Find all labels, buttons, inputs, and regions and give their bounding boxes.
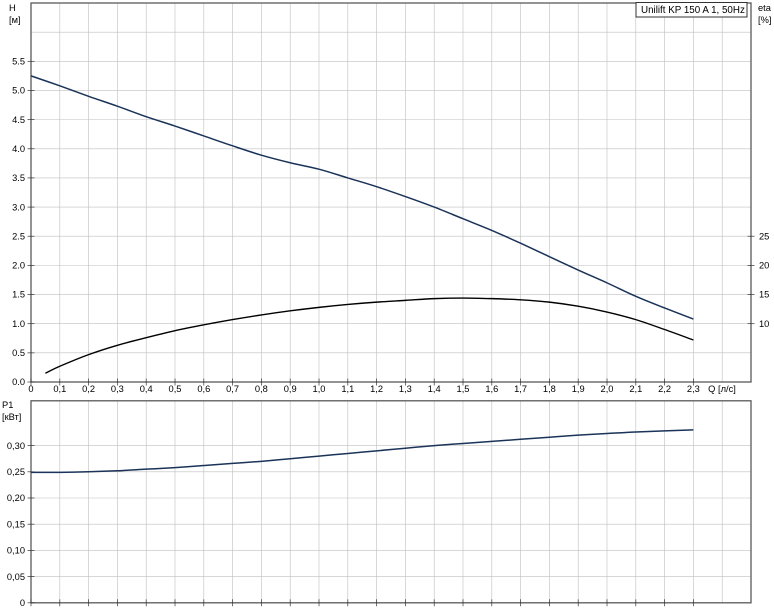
svg-text:10: 10 [759,319,769,329]
svg-text:1,4: 1,4 [428,384,441,394]
svg-text:0,7: 0,7 [226,384,239,394]
svg-text:1,6: 1,6 [485,384,498,394]
svg-text:20: 20 [759,261,769,271]
svg-text:1,1: 1,1 [341,384,354,394]
svg-text:0,6: 0,6 [197,384,210,394]
svg-text:2.0: 2.0 [12,261,25,271]
svg-text:0,25: 0,25 [7,467,25,477]
svg-text:[м]: [м] [9,15,21,25]
svg-text:0,5: 0,5 [169,384,182,394]
svg-text:0,8: 0,8 [255,384,268,394]
svg-text:3.0: 3.0 [12,202,25,212]
svg-text:0,10: 0,10 [7,546,25,556]
svg-text:5.5: 5.5 [12,57,25,67]
svg-text:H: H [9,3,16,13]
svg-text:1.5: 1.5 [12,290,25,300]
svg-text:0,05: 0,05 [7,572,25,582]
svg-text:0,30: 0,30 [7,441,25,451]
svg-text:1,8: 1,8 [543,384,556,394]
svg-text:2,0: 2,0 [601,384,614,394]
svg-text:15: 15 [759,290,769,300]
svg-text:0,3: 0,3 [111,384,124,394]
svg-text:0.5: 0.5 [12,348,25,358]
svg-text:0,1: 0,1 [53,384,66,394]
svg-text:2,2: 2,2 [658,384,671,394]
svg-text:0,9: 0,9 [284,384,297,394]
svg-text:0.0: 0.0 [12,377,25,387]
svg-text:0,15: 0,15 [7,519,25,529]
svg-text:2.5: 2.5 [12,231,25,241]
svg-text:2,3: 2,3 [687,384,700,394]
svg-text:2,1: 2,1 [629,384,642,394]
svg-text:4.0: 4.0 [12,144,25,154]
svg-text:0: 0 [20,598,25,608]
svg-text:1,5: 1,5 [457,384,470,394]
svg-text:1,0: 1,0 [313,384,326,394]
svg-text:1.0: 1.0 [12,319,25,329]
svg-text:1,3: 1,3 [399,384,412,394]
svg-text:25: 25 [759,231,769,241]
svg-text:1,9: 1,9 [572,384,585,394]
svg-text:1,7: 1,7 [514,384,527,394]
svg-text:Q [л/с]: Q [л/с] [708,384,736,394]
svg-text:[%]: [%] [758,15,771,25]
svg-text:eta: eta [758,3,772,13]
svg-text:0,2: 0,2 [82,384,95,394]
svg-text:3.5: 3.5 [12,173,25,183]
svg-text:4.5: 4.5 [12,115,25,125]
svg-text:5.0: 5.0 [12,86,25,96]
svg-text:1,2: 1,2 [370,384,383,394]
svg-text:0,20: 0,20 [7,493,25,503]
svg-text:0,4: 0,4 [140,384,153,394]
svg-text:0: 0 [28,384,33,394]
svg-text:Unilift KP 150 A 1, 50Hz: Unilift KP 150 A 1, 50Hz [641,5,745,16]
svg-text:P1: P1 [2,400,13,410]
svg-text:[кВт]: [кВт] [2,412,21,422]
